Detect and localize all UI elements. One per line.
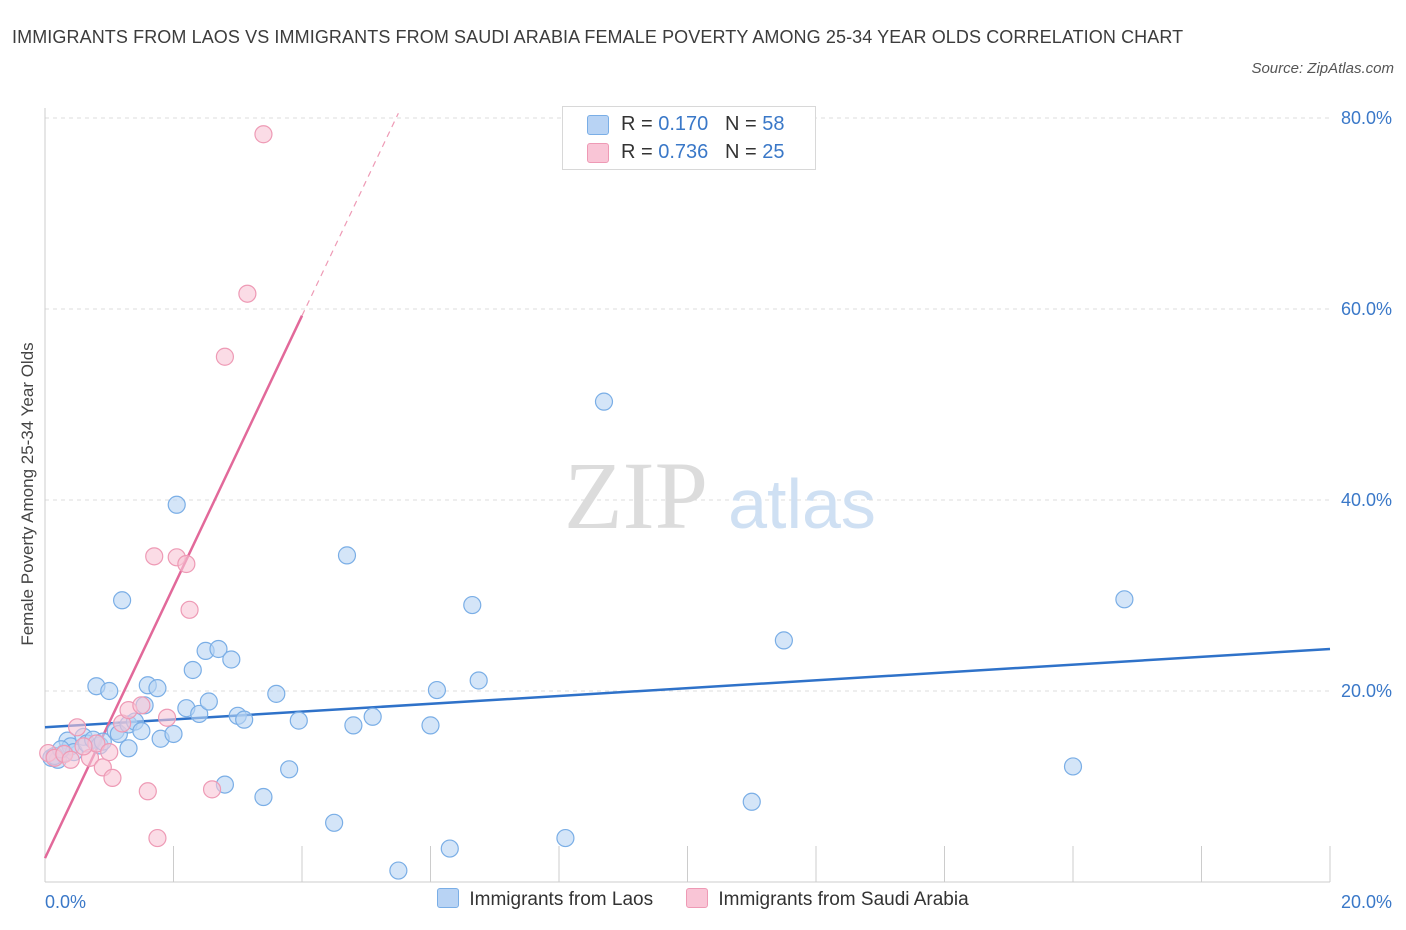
- legend-item-laos[interactable]: Immigrants from Laos: [437, 888, 653, 911]
- r-label: R =: [621, 113, 653, 135]
- point-laos: [209, 639, 228, 659]
- trend-line-saudi: [43, 315, 304, 859]
- laos-n-value: 58: [762, 113, 785, 135]
- point-saudi: [74, 737, 93, 756]
- point-laos: [100, 681, 119, 701]
- trend-lines: [43, 112, 1331, 859]
- point-saudi: [61, 750, 80, 769]
- legend-label-saudi: Immigrants from Saudi Arabia: [718, 889, 969, 910]
- stats-box: R = 0.170 N = 58 R = 0.736 N = 25: [562, 106, 816, 170]
- point-laos: [164, 724, 183, 744]
- legend: Immigrants from Laos Immigrants from Sau…: [0, 888, 1406, 911]
- point-laos: [280, 760, 299, 779]
- point-saudi: [202, 780, 222, 799]
- point-saudi: [138, 782, 157, 801]
- point-laos: [222, 650, 241, 669]
- y-tick-label: 80.0%: [1341, 108, 1392, 128]
- r-label: R =: [621, 141, 653, 163]
- point-laos: [344, 716, 363, 735]
- point-saudi: [254, 125, 273, 144]
- n-label: N =: [724, 141, 757, 163]
- chart-title: IMMIGRANTS FROM LAOS VS IMMIGRANTS FROM …: [12, 27, 1184, 47]
- point-saudi: [132, 696, 151, 715]
- gridlines: [45, 117, 1330, 692]
- point-saudi: [103, 768, 122, 788]
- watermark: ZIP atlas: [564, 442, 876, 549]
- point-saudi: [180, 600, 199, 619]
- saudi-n-value: 25: [762, 141, 785, 163]
- point-laos: [254, 787, 273, 807]
- point-laos: [389, 861, 408, 880]
- saudi-r-value: 0.736: [658, 141, 709, 163]
- watermark-zip: ZIP: [564, 442, 708, 549]
- point-laos: [594, 392, 614, 411]
- point-laos: [167, 495, 186, 514]
- data-points: [39, 125, 1134, 880]
- point-laos: [183, 660, 202, 680]
- point-laos: [742, 792, 761, 811]
- point-saudi: [177, 554, 196, 574]
- watermark-atlas: atlas: [728, 465, 876, 543]
- point-saudi: [100, 743, 119, 762]
- point-laos: [267, 684, 286, 703]
- point-laos: [289, 711, 308, 730]
- point-laos: [469, 671, 488, 690]
- point-laos: [774, 631, 793, 650]
- source-label: Source: ZipAtlas.com: [1251, 60, 1394, 77]
- point-saudi: [145, 547, 164, 566]
- point-laos: [325, 813, 344, 832]
- point-laos: [1115, 590, 1134, 609]
- tick-labels: 20.0% 40.0% 60.0% 80.0% 0.0% 20.0%: [45, 108, 1392, 912]
- point-laos: [421, 716, 440, 735]
- y-tick-label: 40.0%: [1341, 490, 1392, 510]
- trend-line-saudi-extension: [301, 112, 399, 316]
- legend-swatch-saudi: [686, 888, 709, 908]
- n-label: N =: [724, 113, 757, 135]
- stats-row-saudi: R = 0.736 N = 25: [587, 138, 784, 166]
- legend-item-saudi[interactable]: Immigrants from Saudi Arabia: [686, 888, 969, 911]
- trend-line-laos: [44, 647, 1331, 729]
- point-laos: [337, 546, 357, 565]
- point-saudi: [215, 347, 234, 366]
- point-saudi: [148, 828, 167, 848]
- laos-swatch: [587, 114, 609, 135]
- saudi-swatch: [587, 142, 609, 163]
- point-laos: [190, 704, 209, 724]
- point-laos: [1063, 757, 1083, 776]
- point-laos: [427, 680, 447, 700]
- point-laos: [363, 707, 382, 726]
- point-laos: [119, 739, 138, 758]
- y-tick-label: 60.0%: [1341, 299, 1392, 319]
- x-tick-label: 0.0%: [45, 892, 86, 912]
- point-laos: [132, 722, 151, 741]
- point-saudi: [157, 708, 177, 727]
- point-laos: [235, 710, 254, 729]
- stats-row-laos: R = 0.170 N = 58: [587, 110, 784, 138]
- point-laos: [112, 591, 132, 610]
- laos-r-value: 0.170: [658, 113, 709, 135]
- legend-swatch-laos: [437, 888, 460, 908]
- x-tick-label: 20.0%: [1341, 892, 1392, 912]
- point-laos: [556, 828, 575, 848]
- point-laos: [148, 679, 167, 698]
- point-laos: [440, 839, 459, 858]
- point-laos: [199, 692, 218, 711]
- legend-label-laos: Immigrants from Laos: [469, 889, 654, 910]
- point-saudi: [68, 718, 87, 737]
- point-laos: [463, 595, 482, 615]
- point-saudi: [238, 284, 257, 303]
- y-tick-label: 20.0%: [1341, 681, 1392, 701]
